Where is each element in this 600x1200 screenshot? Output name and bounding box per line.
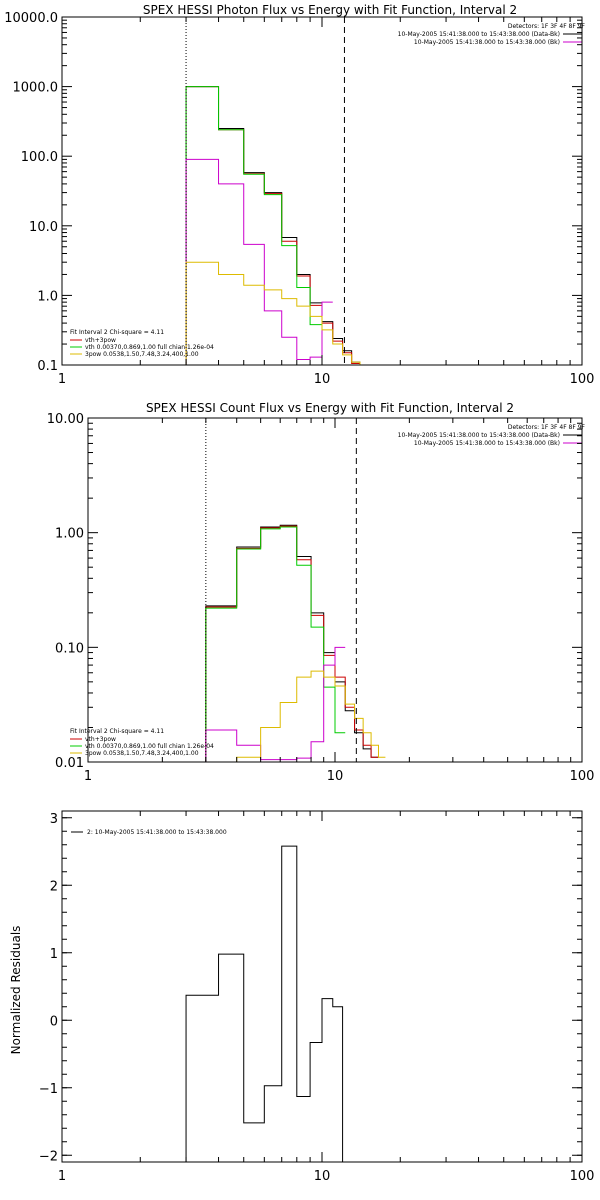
photon-fit-total-label: vth+3pow (85, 337, 116, 344)
photon-series-1 (185, 86, 361, 365)
residuals-x-tick-label: 1 (58, 1169, 66, 1184)
photon-flux-panel: SPEX HESSI Photon Flux vs Energy with Fi… (4, 3, 594, 387)
residuals-y-tick-label: 3 (50, 812, 58, 827)
count-series-4 (205, 670, 386, 762)
count-series-0 (205, 524, 379, 762)
count-legend-data-bk: 10-May-2005 15:41:38.000 to 15:43:38.000… (398, 432, 560, 439)
count-y-tick-label: 0.10 (55, 641, 84, 656)
residuals-y-tick-label: 1 (50, 947, 58, 962)
count-x-tick-label: 100 (570, 769, 595, 784)
count-y-tick-label: 1.00 (55, 527, 84, 542)
count-legend-bk: 10-May-2005 15:41:38.000 to 15:43:38.000… (414, 440, 560, 447)
count-fit-vth-label: vth 0.00370,0.869,1.00 full chian 1.26e-… (85, 743, 214, 750)
count-series-2 (205, 526, 346, 762)
photon-legend-data-bk: 10-May-2005 15:41:38.000 to 15:43:38.000… (398, 31, 560, 38)
residuals-y-tick-label: −1 (39, 1082, 58, 1097)
residuals-x-tick-label: 100 (570, 1169, 595, 1184)
photon-flux-title: SPEX HESSI Photon Flux vs Energy with Fi… (143, 3, 517, 17)
count-flux-title: SPEX HESSI Count Flux vs Energy with Fit… (146, 401, 514, 415)
residuals-x-tick-label: 10 (314, 1169, 331, 1184)
residuals-legend-label: 2: 10-May-2005 15:41:38.000 to 15:43:38.… (87, 829, 227, 836)
count-x-tick-label: 10 (327, 769, 344, 784)
photon-y-tick-label: 10000.0 (4, 11, 58, 26)
count-x-tick-label: 1 (84, 769, 92, 784)
photon-fit-header: Fit Interval 2 Chi-square = 4.11 (70, 329, 164, 336)
photon-y-tick-label: 100.0 (21, 150, 58, 165)
photon-fit-vth-label: vth 0.00370,0.869,1.00 full chian 1.26e-… (85, 344, 214, 351)
residuals-series-0 (185, 845, 344, 1162)
residuals-y-tick-label: 0 (50, 1014, 58, 1029)
photon-y-tick-label: 1000.0 (13, 81, 59, 96)
photon-y-tick-label: 1.0 (37, 289, 58, 304)
residuals-plot-frame (61, 810, 583, 1163)
count-y-tick-label: 10.00 (47, 412, 84, 427)
photon-legend-bk: 10-May-2005 15:41:38.000 to 15:43:38.000… (414, 39, 560, 46)
residuals-y-tick-label: 2 (50, 879, 58, 894)
photon-series-4 (185, 261, 361, 365)
photon-y-tick-label: 0.1 (37, 359, 58, 374)
photon-x-tick-label: 100 (570, 372, 595, 387)
photon-x-tick-label: 1 (58, 372, 66, 387)
count-y-tick-label: 0.01 (55, 756, 84, 771)
count-series-3 (205, 646, 346, 762)
count-fit-total-label: vth+3pow (85, 736, 116, 743)
residuals-panel: Normalized Residuals 2: 10-May-2005 15:4… (9, 810, 595, 1184)
photon-series-3 (185, 158, 333, 365)
photon-detectors-label: Detectors: 1F 3F 4F 8F 9F (508, 23, 586, 30)
count-flux-panel: SPEX HESSI Count Flux vs Energy with Fit… (47, 401, 595, 784)
photon-series-0 (185, 86, 368, 365)
photon-fit-3pow-label: 3pow 0.0538,1.50,7.48,3.24,400,1.00 (85, 351, 199, 358)
count-fit-3pow-label: 3pow 0.0538,1.50,7.48,3.24,400,1.00 (85, 750, 199, 757)
photon-y-tick-label: 10.0 (29, 220, 58, 235)
photon-x-tick-label: 10 (314, 372, 331, 387)
count-series-1 (205, 525, 379, 762)
count-detectors-label: Detectors: 1F 3F 4F 8F 9F (508, 424, 586, 431)
count-fit-header: Fit Interval 2 Chi-square = 4.11 (70, 728, 164, 735)
photon-series-2 (185, 86, 323, 365)
residuals-y-tick-label: −2 (39, 1149, 58, 1164)
residuals-ylabel: Normalized Residuals (9, 926, 23, 1055)
